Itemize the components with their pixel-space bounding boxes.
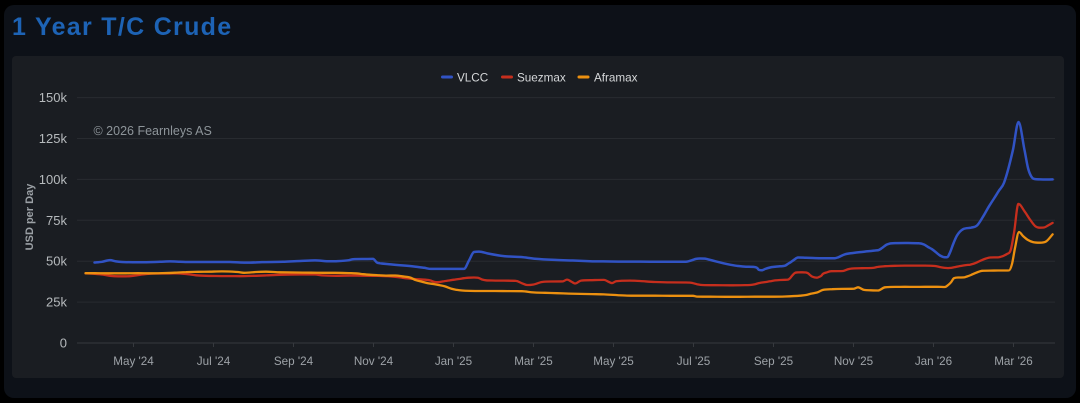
svg-text:VLCC: VLCC (457, 72, 488, 85)
svg-text:Aframax: Aframax (594, 72, 638, 85)
svg-text:50k: 50k (46, 254, 67, 269)
svg-text:150k: 150k (39, 90, 68, 105)
svg-text:Jan '26: Jan '26 (915, 355, 952, 368)
svg-text:Suezmax: Suezmax (517, 72, 566, 85)
svg-text:May '24: May '24 (113, 355, 154, 368)
svg-text:USD per Day: USD per Day (24, 183, 36, 251)
svg-text:0: 0 (60, 336, 67, 351)
svg-text:May '25: May '25 (593, 355, 634, 368)
svg-text:Sep '24: Sep '24 (274, 355, 314, 368)
svg-text:Mar '25: Mar '25 (514, 355, 553, 368)
svg-text:Mar '26: Mar '26 (994, 355, 1033, 368)
svg-text:Jan '25: Jan '25 (435, 355, 473, 368)
svg-text:Jul '25: Jul '25 (677, 355, 711, 368)
svg-text:100k: 100k (39, 172, 68, 187)
svg-text:Nov '25: Nov '25 (834, 355, 874, 368)
svg-text:Sep '25: Sep '25 (754, 355, 794, 368)
svg-text:Nov '24: Nov '24 (354, 355, 394, 368)
svg-text:© 2026 Fearnleys AS: © 2026 Fearnleys AS (94, 124, 212, 138)
svg-text:125k: 125k (39, 131, 68, 146)
svg-text:25k: 25k (46, 295, 67, 310)
svg-text:75k: 75k (46, 213, 67, 228)
svg-text:Jul '24: Jul '24 (197, 355, 231, 368)
